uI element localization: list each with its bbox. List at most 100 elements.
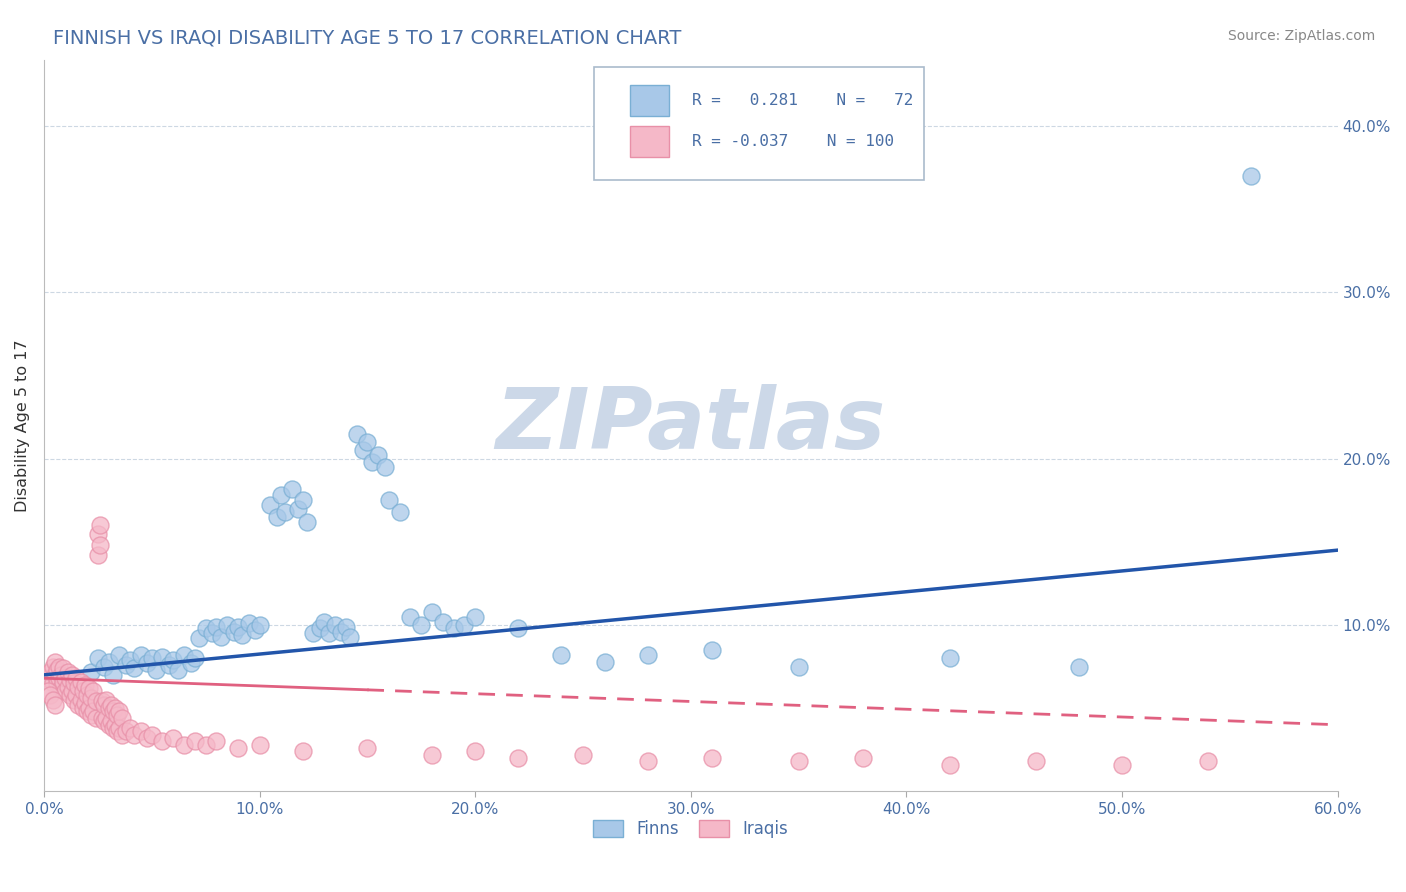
Point <box>453 618 475 632</box>
Point <box>76 688 98 702</box>
Point <box>80 665 103 679</box>
Point <box>302 626 325 640</box>
Point <box>108 705 131 719</box>
Point <box>314 615 336 629</box>
Point <box>388 505 411 519</box>
Point <box>39 665 62 679</box>
Point <box>180 657 202 671</box>
Point <box>938 757 960 772</box>
Point <box>41 676 63 690</box>
Point <box>91 711 114 725</box>
Point <box>136 657 159 671</box>
Point <box>291 493 314 508</box>
Text: ZIPatlas: ZIPatlas <box>496 384 886 467</box>
Point <box>550 648 572 662</box>
Point <box>205 734 228 748</box>
Point <box>41 659 63 673</box>
Point <box>124 661 146 675</box>
Point <box>152 649 174 664</box>
Point <box>37 671 59 685</box>
Point <box>145 663 167 677</box>
Point <box>259 498 281 512</box>
Point <box>91 694 114 708</box>
Point <box>120 721 142 735</box>
Point <box>1111 757 1133 772</box>
Point <box>281 482 304 496</box>
Text: R = -0.037    N = 100: R = -0.037 N = 100 <box>692 134 894 149</box>
Point <box>420 747 443 762</box>
Point <box>1197 755 1219 769</box>
Point <box>80 707 103 722</box>
Point <box>93 714 115 729</box>
Point <box>37 684 59 698</box>
Point <box>55 684 77 698</box>
Point <box>44 668 66 682</box>
Point <box>173 648 195 662</box>
Point <box>124 728 146 742</box>
Point <box>108 721 131 735</box>
FancyBboxPatch shape <box>593 67 924 180</box>
Point <box>508 621 530 635</box>
Point <box>65 671 87 685</box>
Point <box>82 705 104 719</box>
Point <box>105 707 128 722</box>
Point <box>162 731 184 745</box>
Text: R =   0.281    N =   72: R = 0.281 N = 72 <box>692 93 914 108</box>
Point <box>56 665 79 679</box>
Point <box>100 714 122 729</box>
Point <box>356 435 378 450</box>
Point <box>938 651 960 665</box>
Point <box>87 526 110 541</box>
Point <box>194 621 217 635</box>
Point <box>56 680 79 694</box>
Point <box>72 701 94 715</box>
Point <box>89 538 111 552</box>
Point <box>291 744 314 758</box>
Point <box>72 684 94 698</box>
Point <box>226 620 249 634</box>
Point <box>59 688 82 702</box>
Point <box>77 701 100 715</box>
Point <box>129 648 152 662</box>
Point <box>97 655 120 669</box>
Point <box>44 655 66 669</box>
Point <box>508 751 530 765</box>
Point <box>89 518 111 533</box>
Point <box>141 728 163 742</box>
Point <box>82 684 104 698</box>
Point <box>637 755 659 769</box>
Point <box>270 488 292 502</box>
Point <box>110 728 132 742</box>
Legend: Finns, Iraqis: Finns, Iraqis <box>586 814 794 845</box>
Point <box>346 426 368 441</box>
Point <box>330 624 353 639</box>
Point <box>274 505 297 519</box>
Point <box>49 668 72 682</box>
Point <box>184 734 207 748</box>
Point <box>52 661 75 675</box>
Point <box>205 620 228 634</box>
Point <box>73 678 96 692</box>
Point <box>60 684 83 698</box>
Point <box>1067 659 1090 673</box>
Point <box>356 741 378 756</box>
Point <box>110 711 132 725</box>
Point <box>114 724 136 739</box>
Point <box>97 718 120 732</box>
Point <box>44 698 66 712</box>
Point <box>1025 755 1047 769</box>
Point <box>287 501 309 516</box>
Point <box>166 663 188 677</box>
Y-axis label: Disability Age 5 to 17: Disability Age 5 to 17 <box>15 339 30 512</box>
Point <box>162 653 184 667</box>
Text: Source: ZipAtlas.com: Source: ZipAtlas.com <box>1227 29 1375 43</box>
Point <box>73 696 96 710</box>
Point <box>84 694 107 708</box>
Point <box>59 673 82 687</box>
Point <box>136 731 159 745</box>
Point <box>352 443 374 458</box>
Point <box>432 615 454 629</box>
Point <box>226 741 249 756</box>
Point <box>39 688 62 702</box>
Point <box>217 618 239 632</box>
